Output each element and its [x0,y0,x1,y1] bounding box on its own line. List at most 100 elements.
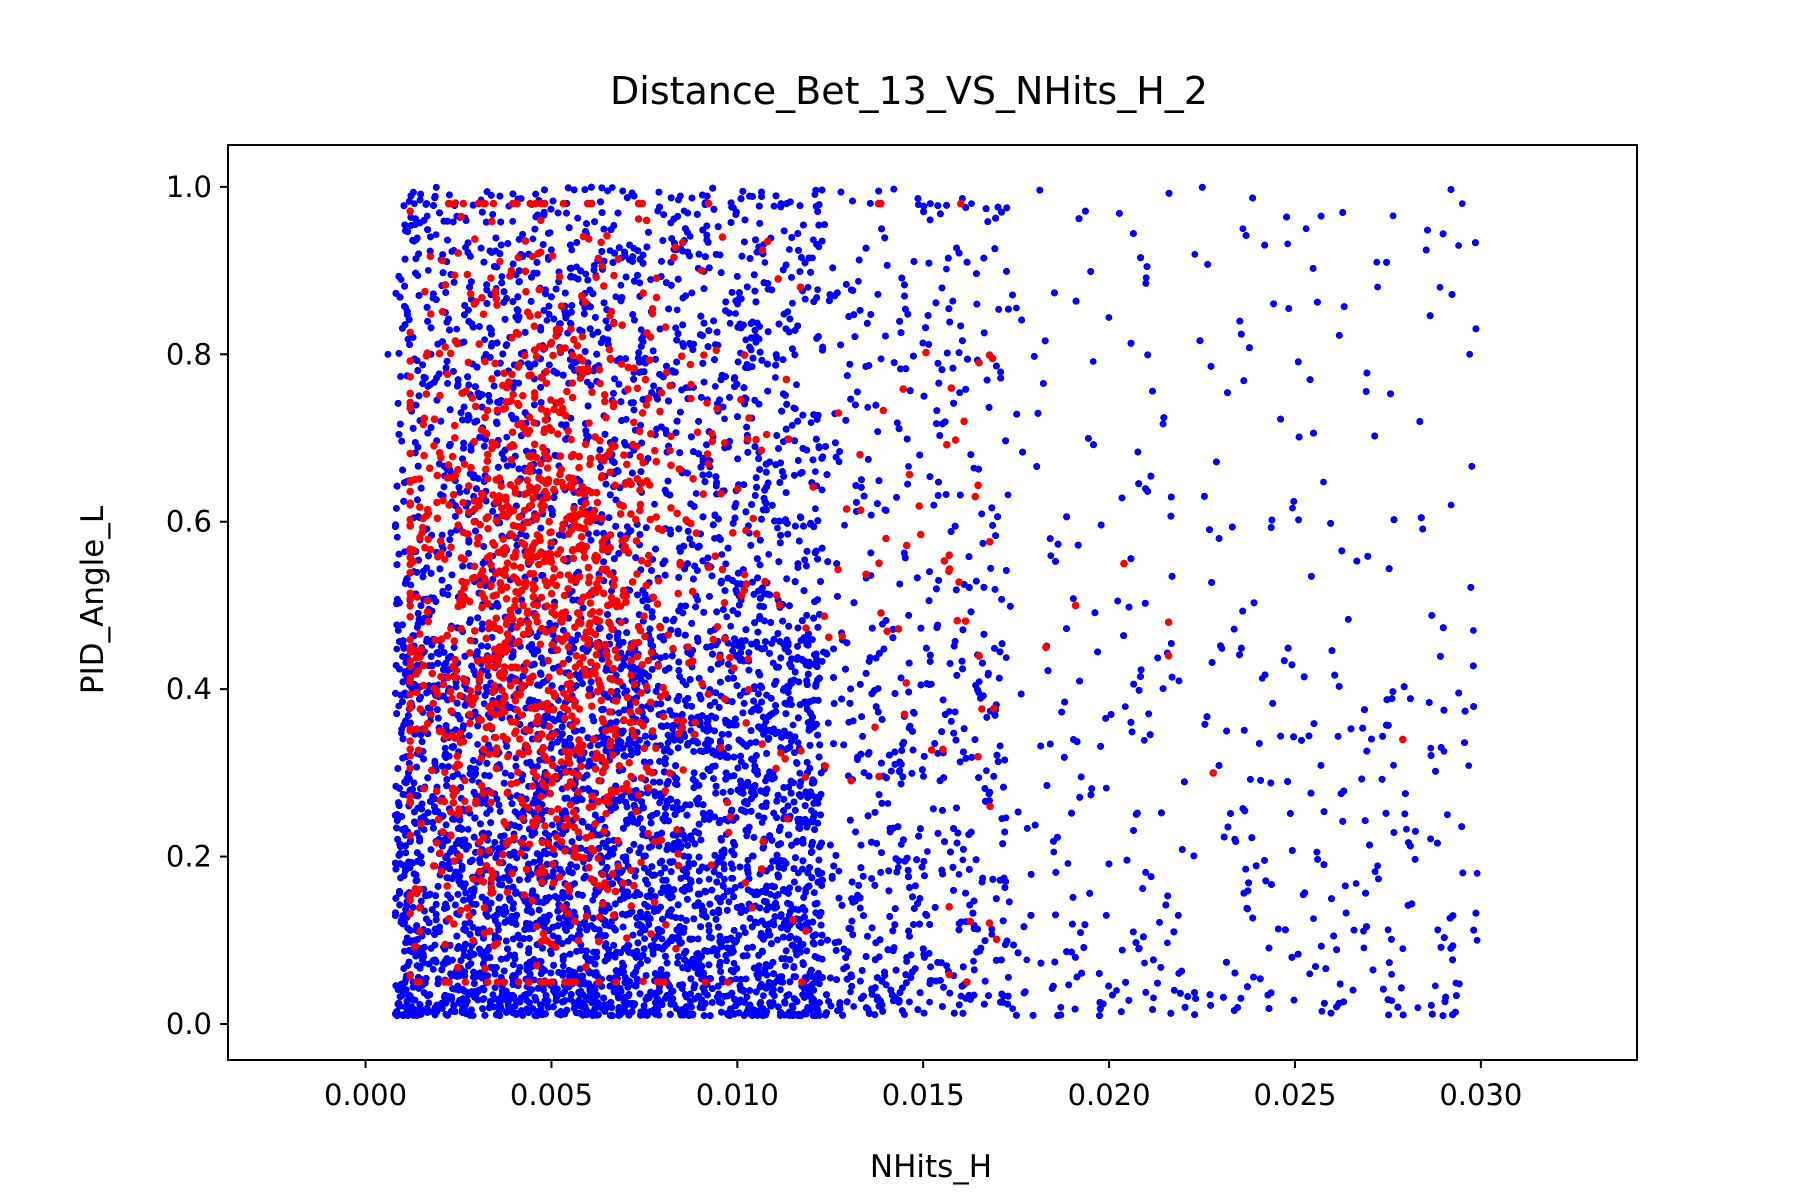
data-point-blue [760,992,767,1000]
data-point-blue [711,341,719,348]
data-point-blue [1004,491,1012,499]
data-point-blue [1089,358,1097,365]
data-point-blue [835,867,843,875]
data-point-blue [429,965,437,973]
data-point-blue [841,521,848,529]
data-point-blue [651,500,658,508]
data-point-blue [453,325,461,333]
data-point-blue [411,200,418,208]
data-point-blue [1352,880,1360,887]
data-point-blue [988,930,996,938]
data-point-blue [1102,784,1110,792]
data-point-blue [1465,762,1473,769]
data-point-blue [789,299,796,307]
data-point-blue [730,959,738,967]
data-point-blue [1320,478,1327,486]
data-point-blue [574,631,582,639]
data-point-blue [732,310,739,317]
data-point-blue [1140,736,1148,744]
data-point-blue [646,758,654,766]
data-point-blue [612,293,620,301]
data-point-blue [744,856,752,864]
data-point-blue [794,739,802,746]
data-point-blue [742,336,750,344]
data-point-blue [811,468,819,475]
data-point-blue [401,548,409,556]
data-point-blue [503,433,511,441]
data-point-blue [1002,654,1010,661]
data-point-blue [1360,944,1368,952]
data-point-blue [617,281,625,289]
data-point-blue [959,856,967,864]
data-point-blue [1389,212,1397,220]
data-point-blue [1284,240,1292,248]
data-point-blue [509,217,517,225]
data-point-blue [786,246,793,253]
data-point-blue [582,270,590,278]
data-point-blue [774,524,781,532]
data-point-blue [711,698,719,706]
data-point-blue [943,265,950,273]
data-point-blue [905,463,912,470]
data-point-blue [970,957,977,965]
data-point-blue [441,744,449,752]
data-point-blue [500,832,508,839]
data-point-blue [548,821,556,829]
data-point-blue [637,326,645,334]
data-point-blue [772,374,779,381]
data-point-blue [1050,848,1058,856]
data-point-blue [1191,250,1199,258]
data-point-blue [445,550,453,558]
data-point-blue [1318,1007,1326,1015]
data-point-blue [1047,552,1055,560]
data-point-blue [559,962,567,970]
data-point-blue [1390,761,1397,769]
data-point-blue [589,331,597,338]
data-point-blue [847,988,854,996]
data-point-blue [1164,939,1171,947]
data-point-blue [516,941,524,949]
data-point-blue [765,551,773,558]
data-point-blue [777,986,784,994]
data-point-blue [456,489,464,496]
data-point-blue [631,873,639,880]
data-point-blue [926,998,933,1006]
data-point-blue [393,645,401,653]
data-point-blue [498,273,506,280]
data-point-blue [955,871,963,878]
data-point-blue [432,231,440,239]
data-point-blue [1427,744,1435,752]
data-point-blue [673,306,681,314]
data-point-blue [721,415,728,423]
data-point-blue [728,874,735,882]
data-point-blue [812,505,819,513]
data-point-blue [1142,274,1150,282]
data-point-blue [692,490,700,497]
data-point-blue [546,619,553,627]
data-point-blue [1009,1005,1017,1012]
data-point-blue [393,533,401,541]
data-point-blue [545,310,553,318]
data-point-blue [796,769,804,777]
data-point-blue [1013,304,1020,312]
data-point-blue [1064,860,1072,867]
data-point-blue [656,799,663,807]
data-point-blue [983,767,990,775]
data-point-blue [1023,956,1031,964]
data-point-blue [725,898,733,906]
data-point-blue [576,926,583,933]
data-point-blue [807,419,815,426]
data-point-blue [711,383,719,390]
chart-title: Distance_Bet_13_VS_NHits_H_2 [610,69,1208,113]
data-point-blue [864,403,872,411]
data-point-blue [586,742,594,750]
data-point-blue [727,622,735,630]
data-point-blue [1403,825,1410,833]
data-point-blue [1431,982,1439,990]
data-point-blue [529,235,537,243]
data-point-blue [1150,994,1157,1002]
data-point-blue [464,825,472,833]
data-point-blue [789,721,797,729]
data-point-blue [1374,862,1381,870]
